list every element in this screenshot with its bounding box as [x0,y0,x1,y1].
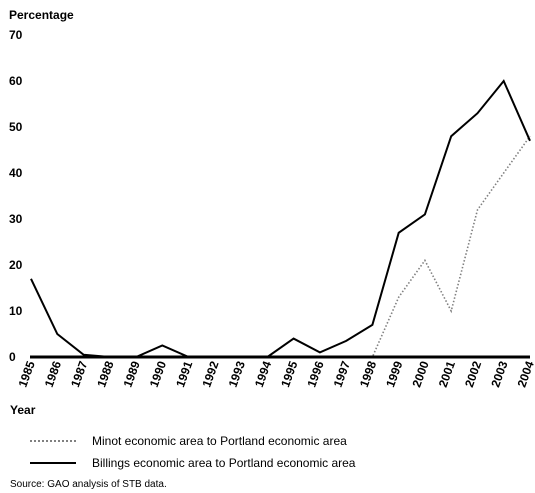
x-tick-label: 1996 [304,359,326,389]
x-axis-label: Year [10,403,36,417]
y-tick-label: 70 [9,28,23,42]
legend-swatch-solid [30,462,76,464]
x-tick-label: 1998 [357,359,379,389]
x-tick-label: 1994 [252,359,274,389]
x-tick-label: 1997 [331,359,353,389]
y-tick-labels: 0 10 20 30 40 50 60 70 [9,28,23,364]
x-tick-label: 1993 [226,359,248,389]
x-tick-labels: 1985 1986 1987 1988 1989 1990 1991 1992 1993 1994… [16,359,535,389]
x-tick-label: 1992 [199,359,221,389]
x-tick-label: 1989 [121,359,143,389]
legend-label-minot: Minot economic area to Portland economic… [92,434,347,448]
x-tick-label: 2000 [409,359,431,389]
y-tick-label: 20 [9,258,23,272]
series-lines [30,79,531,358]
x-tick-label: 1991 [173,359,195,389]
y-tick-label: 30 [9,212,23,226]
series-line-billings [30,79,531,358]
y-axis-label: Percentage [9,8,74,22]
y-tick-label: 60 [9,74,23,88]
x-tick-label: 2001 [436,359,458,389]
source-note: Source: GAO analysis of STB data. [10,479,167,490]
x-tick-label: 2002 [462,359,484,389]
legend-item-minot: Minot economic area to Portland economic… [30,434,347,448]
x-tick-label: 1985 [16,359,38,389]
x-tick-label: 2004 [515,359,535,389]
x-tick-label: 1987 [68,359,90,389]
x-tick-label: 1990 [147,359,169,389]
x-tick-label: 1995 [278,359,300,389]
x-tick-label: 1999 [383,359,405,389]
x-tick-label: 2003 [488,359,510,389]
series-line-minot [31,135,531,358]
y-tick-label: 40 [9,166,23,180]
legend-swatch-dotted [30,440,76,442]
x-tick-label: 1986 [42,359,64,389]
legend-item-billings: Billings economic area to Portland econo… [30,456,355,470]
y-tick-label: 50 [9,120,23,134]
y-tick-label: 0 [9,350,16,364]
legend-label-billings: Billings economic area to Portland econo… [92,456,356,470]
x-tick-label: 1988 [94,359,116,389]
y-tick-label: 10 [9,304,23,318]
